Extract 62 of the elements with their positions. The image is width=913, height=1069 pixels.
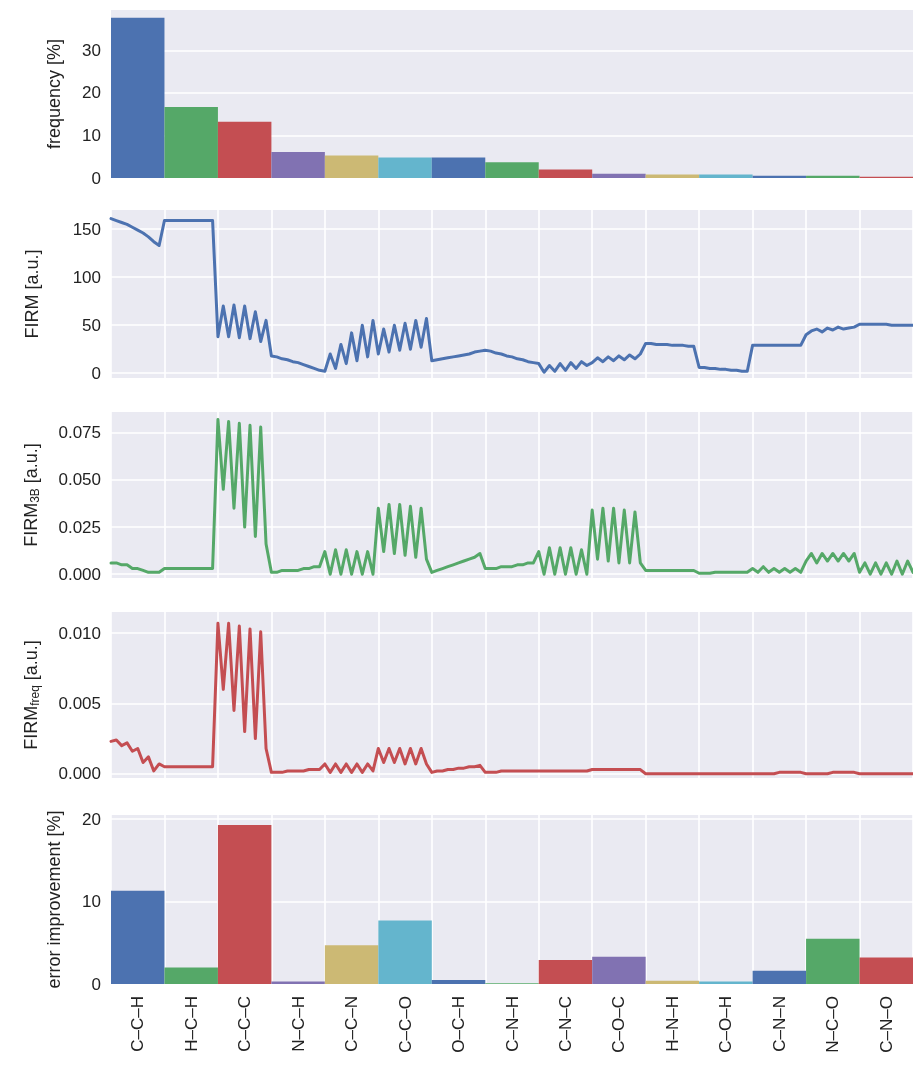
x-tick-label: C–O–H: [716, 996, 736, 1053]
bar: [324, 945, 379, 984]
bar: [806, 175, 860, 178]
x-tick-label: C–N–H: [502, 996, 522, 1052]
y-tick-label: 150: [72, 219, 101, 239]
y-tick-label: 0.000: [58, 764, 101, 784]
x-tick-label: C–N–O: [876, 996, 896, 1053]
bar: [431, 979, 486, 984]
bar: [538, 960, 593, 984]
x-tick-label: C–O–C: [609, 996, 629, 1053]
bar: [592, 956, 646, 984]
x-tick-label: C–C–C: [235, 996, 255, 1052]
x-tick-label: H–C–H: [181, 996, 201, 1052]
y-tick-label: 0.000: [58, 564, 101, 584]
y-tick-label: 30: [82, 40, 101, 60]
bar: [752, 175, 807, 178]
x-tick-label: N–C–O: [823, 996, 843, 1053]
y-tick-label: 0: [91, 363, 101, 383]
y-tick-label: 0: [91, 168, 101, 188]
x-tick-label: C–C–H: [128, 996, 148, 1052]
bar: [806, 938, 860, 984]
bar: [324, 155, 379, 178]
bar: [752, 970, 807, 984]
y-tick-label: 0: [91, 974, 101, 994]
bar: [378, 157, 432, 178]
bar: [164, 967, 218, 984]
x-tick-label: C–C–N: [342, 996, 362, 1052]
bar: [164, 106, 218, 178]
y-tick-label: 10: [82, 125, 101, 145]
bar: [217, 824, 272, 984]
bar: [271, 152, 325, 178]
y-tick-label: 0.010: [58, 623, 101, 643]
y-tick-label: 50: [82, 315, 101, 335]
y-axis-title: FIRM3B [a.u.]: [21, 443, 42, 547]
x-tick-label: C–C–O: [395, 996, 415, 1053]
y-tick-label: 0.075: [58, 423, 101, 443]
y-tick-label: 10: [82, 892, 101, 912]
x-tick-label: C–N–C: [555, 996, 575, 1052]
y-axis-title: frequency [%]: [44, 38, 64, 150]
x-tick-label: O–C–H: [449, 996, 469, 1053]
bar: [645, 980, 700, 984]
y-axis-title: error improvement [%]: [44, 810, 64, 989]
y-tick-label: 0.005: [58, 693, 101, 713]
y-axis-title: FIRMfreq [a.u.]: [21, 640, 42, 750]
bar: [111, 890, 165, 984]
x-tick-label: H–N–H: [662, 996, 682, 1052]
bar: [592, 173, 646, 178]
bar: [538, 169, 593, 178]
x-tick-label: C–N–N: [769, 996, 789, 1052]
y-axis-title: FIRM [a.u.]: [22, 249, 42, 339]
y-tick-label: 20: [82, 83, 101, 103]
y-tick-label: 20: [82, 809, 101, 829]
y-tick-label: 100: [72, 267, 101, 287]
bar: [485, 162, 539, 178]
bar: [217, 121, 272, 178]
y-tick-label: 0.025: [58, 517, 101, 537]
x-tick-label: N–C–H: [288, 996, 308, 1052]
bar: [431, 157, 486, 178]
bar: [378, 920, 432, 984]
bar: [859, 957, 913, 984]
bar: [111, 17, 165, 178]
y-tick-label: 0.050: [58, 470, 101, 490]
